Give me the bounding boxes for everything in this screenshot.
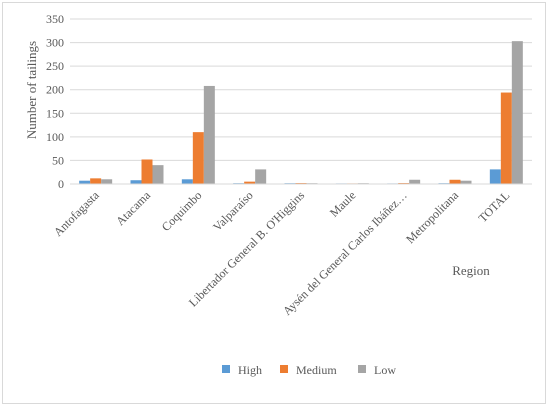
bar [409, 179, 421, 184]
bar [449, 179, 461, 184]
bar [500, 92, 512, 184]
y-tick-label: 350 [46, 12, 64, 26]
legend-swatch [358, 365, 366, 373]
legend-label: Low [374, 363, 396, 377]
x-axis-title: Region [452, 263, 490, 278]
gridlines [70, 18, 532, 161]
legend-label: High [238, 363, 262, 377]
bar [255, 169, 267, 184]
x-tick-label: Valparaíso [210, 188, 256, 234]
bar [203, 85, 215, 184]
x-tick-label: Coquimbo [159, 188, 205, 234]
bar [90, 178, 102, 184]
y-tick-label: 300 [46, 36, 64, 50]
y-tick-labels: 0 50 100 150 200 250 300 350 [46, 12, 64, 191]
bar [101, 179, 113, 184]
legend-swatch [280, 365, 288, 373]
x-tick-label: TOTAL [476, 188, 513, 225]
bar [244, 181, 256, 184]
legend: High Medium Low [222, 363, 396, 377]
legend-label: Medium [296, 363, 337, 377]
y-axis-title: Number of tailings [24, 41, 39, 139]
bar [79, 180, 91, 184]
x-tick-label: Maule [327, 188, 359, 220]
bars [79, 41, 523, 185]
bar [181, 179, 193, 184]
x-tick-label: Metropolitana [403, 188, 461, 246]
bar [130, 180, 142, 184]
bar [152, 165, 164, 184]
y-tick-label: 200 [46, 83, 64, 97]
legend-swatch [222, 365, 230, 373]
y-tick-label: 100 [46, 130, 64, 144]
bar [489, 169, 501, 184]
y-tick-label: 50 [52, 153, 64, 167]
y-tick-label: 250 [46, 59, 64, 73]
y-tick-label: 150 [46, 106, 64, 120]
chart-frame [2, 2, 546, 404]
bar [141, 159, 153, 184]
bar [192, 132, 204, 184]
x-tick-label: Antofagasta [51, 188, 102, 239]
bar [460, 180, 472, 184]
x-tick-labels: Antofagasta Atacama Coquimbo ValparaísoLibe… [51, 188, 513, 318]
y-tick-label: 0 [58, 177, 64, 191]
x-tick-label: Atacama [113, 188, 154, 229]
bar [511, 41, 523, 185]
